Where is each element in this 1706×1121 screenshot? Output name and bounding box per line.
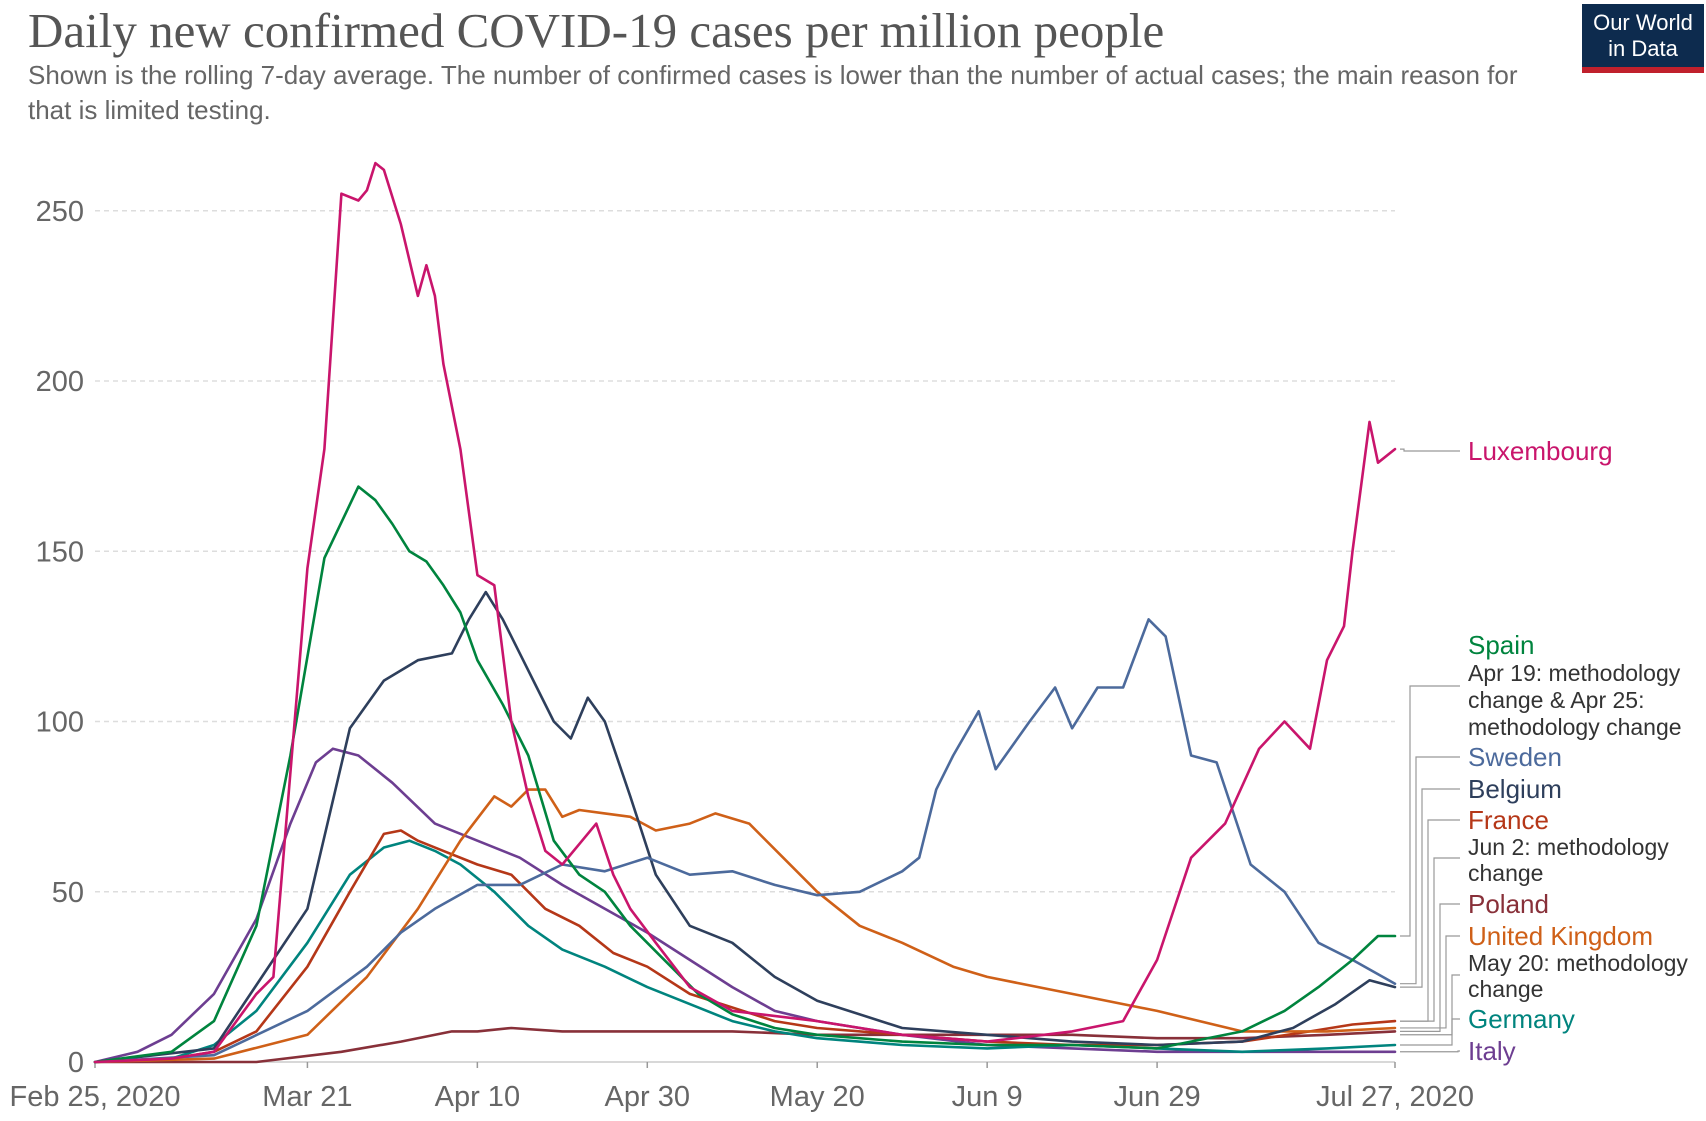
label-connectors <box>1400 448 1460 1053</box>
y-tick-label: 0 <box>68 1047 84 1079</box>
x-axis-ticks: Feb 25, 2020 Mar 21 Apr 10 Apr 30 May 20 Jun … <box>10 1062 1474 1113</box>
series-line-spain <box>93 485 1397 1064</box>
y-tick-label: 150 <box>36 536 84 568</box>
y-tick-label: 200 <box>36 366 84 398</box>
series-label: Germany <box>1468 1004 1575 1034</box>
series-label: Spain <box>1468 630 1535 660</box>
series-label: change <box>1468 860 1543 886</box>
y-tick-label: 100 <box>36 707 84 739</box>
series-label: methodology change <box>1468 714 1682 740</box>
y-axis-ticks: 0 50 100 150 200 250 <box>36 196 84 1079</box>
label-connector <box>1400 1018 1460 1046</box>
series-label: change <box>1468 976 1543 1002</box>
label-connector <box>1400 685 1460 937</box>
x-tick-label: May 20 <box>770 1081 865 1113</box>
series-label: Italy <box>1468 1036 1516 1066</box>
y-tick-label: 50 <box>52 877 84 909</box>
label-connector <box>1400 448 1460 452</box>
x-tick-label: Mar 21 <box>262 1081 352 1113</box>
series-label: Jun 2: methodology <box>1468 834 1669 860</box>
label-connector <box>1400 788 1460 988</box>
label-connector <box>1400 1050 1460 1053</box>
series-label: Sweden <box>1468 742 1562 772</box>
series-label: Poland <box>1468 889 1549 919</box>
label-connector <box>1400 903 1460 1032</box>
logo-line-1: Our World <box>1593 10 1693 35</box>
label-connector <box>1400 819 1460 1022</box>
series-line-italy <box>93 747 1397 1064</box>
owid-logo[interactable]: Our World in Data <box>1582 4 1704 73</box>
x-tick-label: Jul 27, 2020 <box>1316 1081 1474 1113</box>
x-tick-label: Apr 30 <box>605 1081 690 1113</box>
x-tick-label: Apr 10 <box>435 1081 520 1113</box>
series-line-belgium <box>93 590 1397 1064</box>
x-tick-label: Jun 29 <box>1114 1081 1201 1113</box>
label-connector <box>1400 756 1460 985</box>
series-line-united-kingdom <box>93 788 1397 1064</box>
series-line-luxembourg <box>93 161 1397 1064</box>
series-label: United Kingdom <box>1468 921 1653 951</box>
gridlines <box>95 210 1395 1063</box>
series-label: Belgium <box>1468 774 1562 804</box>
series-label: May 20: methodology <box>1468 950 1688 976</box>
series-lines <box>93 161 1397 1064</box>
label-connector <box>1400 974 1460 1036</box>
series-line-poland <box>93 1026 1397 1064</box>
series-label: change & Apr 25: <box>1468 687 1644 713</box>
chart-title: Daily new confirmed COVID-19 cases per m… <box>28 3 1165 58</box>
logo-line-2: in Data <box>1608 36 1678 61</box>
y-tick-label: 250 <box>36 196 84 228</box>
chart-subtitle: Shown is the rolling 7-day average. The … <box>28 60 1518 125</box>
series-label: Luxembourg <box>1468 436 1613 466</box>
series-line-sweden <box>93 618 1397 1064</box>
label-connector <box>1400 857 1460 1022</box>
x-tick-label: Feb 25, 2020 <box>10 1081 181 1113</box>
series-label: Apr 19: methodology <box>1468 660 1681 686</box>
x-tick-label: Jun 9 <box>952 1081 1023 1113</box>
series-line-france <box>93 829 1397 1064</box>
label-connector <box>1400 935 1460 1029</box>
series-label: France <box>1468 805 1549 835</box>
